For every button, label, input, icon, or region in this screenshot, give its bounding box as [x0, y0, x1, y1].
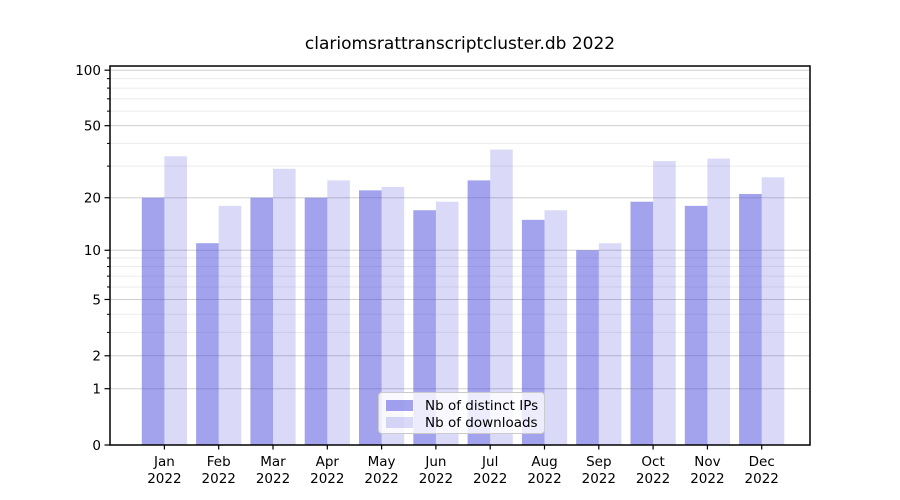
x-tick-label-year-may-2022: 2022: [364, 471, 398, 487]
x-tick-label-month-jan-2022: Jan: [153, 454, 175, 470]
x-tick-label-year-oct-2022: 2022: [636, 471, 670, 487]
bar-nb-of-downloads-jun-2022: [435, 201, 459, 445]
x-tick-label-month-dec-2022: Dec: [749, 454, 775, 470]
bar-nb-of-distinct-ips-sep-2022: [576, 250, 599, 445]
y-minor-gridlines: [110, 78, 810, 333]
x-tick-label-month-apr-2022: Apr: [316, 454, 340, 470]
y-tick-label-0: 0: [92, 438, 101, 454]
series-nb-of-downloads: [164, 149, 785, 446]
legend-item-distinct-ips: Nb of distinct IPs: [386, 397, 544, 414]
legend-label-downloads: Nb of downloads: [425, 414, 538, 431]
bar-nb-of-distinct-ips-jul-2022: [467, 180, 491, 446]
bar-nb-of-downloads-oct-2022: [653, 161, 676, 445]
y-tick-label-50: 50: [84, 118, 101, 134]
bar-nb-of-downloads-feb-2022: [218, 205, 242, 445]
bar-nb-of-downloads-mar-2022: [273, 168, 296, 445]
x-tick-label-year-feb-2022: 2022: [202, 471, 236, 487]
bar-nb-of-distinct-ips-feb-2022: [196, 243, 219, 445]
bar-nb-of-downloads-jan-2022: [164, 156, 187, 445]
x-tick-label-year-apr-2022: 2022: [310, 471, 344, 487]
x-tick-label-year-jul-2022: 2022: [473, 471, 507, 487]
x-tick-label-month-jul-2022: Jul: [481, 454, 498, 470]
x-tick-label-month-oct-2022: Oct: [641, 454, 664, 470]
x-tick-label-year-dec-2022: 2022: [745, 471, 779, 487]
bar-nb-of-downloads-nov-2022: [707, 158, 730, 445]
x-tick-label-year-jan-2022: 2022: [147, 471, 181, 487]
legend-swatch-downloads: [386, 417, 413, 428]
bar-nb-of-distinct-ips-mar-2022: [250, 197, 273, 445]
x-tick-label-month-aug-2022: Aug: [531, 454, 557, 470]
x-tick-label-year-sep-2022: 2022: [582, 471, 616, 487]
series-nb-of-distinct-ips: [141, 180, 762, 446]
y-axis: 0 1 2 5 10 20 50 100: [75, 63, 110, 454]
bar-nb-of-downloads-dec-2022: [761, 177, 785, 446]
x-tick-label-month-jun-2022: Jun: [424, 454, 446, 470]
chart-title: clariomsrattranscriptcluster.db 2022: [304, 34, 616, 54]
bar-nb-of-downloads-apr-2022: [327, 180, 350, 446]
bar-nb-of-downloads-aug-2022: [544, 210, 568, 445]
bar-nb-of-distinct-ips-oct-2022: [630, 201, 654, 445]
axes-frame: [109, 65, 811, 446]
y-tick-label-100: 100: [75, 63, 101, 79]
x-tick-label-month-feb-2022: Feb: [207, 454, 231, 470]
legend-swatch-distinct-ips: [386, 400, 413, 411]
y-tick-label-10: 10: [84, 243, 101, 259]
legend: Nb of distinct IPs Nb of downloads: [378, 392, 545, 434]
x-tick-label-month-mar-2022: Mar: [260, 454, 286, 470]
y-tick-label-20: 20: [84, 191, 101, 207]
y-tick-label-2: 2: [92, 349, 101, 365]
bar-nb-of-distinct-ips-may-2022: [359, 190, 382, 445]
bar-nb-of-distinct-ips-aug-2022: [521, 219, 545, 445]
bar-nb-of-downloads-sep-2022: [598, 243, 622, 445]
x-tick-label-year-aug-2022: 2022: [527, 471, 561, 487]
bar-nb-of-distinct-ips-jun-2022: [413, 210, 436, 445]
x-tick-label-year-mar-2022: 2022: [256, 471, 290, 487]
x-tick-label-year-nov-2022: 2022: [690, 471, 724, 487]
bar-nb-of-distinct-ips-apr-2022: [304, 197, 328, 445]
x-axis: Jan2022Feb2022Mar2022Apr2022May2022Jun20…: [147, 445, 779, 487]
bar-nb-of-distinct-ips-nov-2022: [684, 205, 708, 445]
y-tick-label-1: 1: [92, 382, 101, 398]
bar-nb-of-distinct-ips-dec-2022: [739, 193, 762, 445]
x-tick-label-month-sep-2022: Sep: [586, 454, 611, 470]
x-tick-label-year-jun-2022: 2022: [419, 471, 453, 487]
y-tick-label-5: 5: [92, 292, 101, 308]
x-tick-label-month-may-2022: May: [368, 454, 396, 470]
legend-item-downloads: Nb of downloads: [386, 414, 544, 431]
legend-label-distinct-ips: Nb of distinct IPs: [425, 397, 539, 414]
bar-nb-of-downloads-may-2022: [381, 186, 405, 445]
bar-nb-of-downloads-jul-2022: [490, 149, 513, 445]
bar-nb-of-distinct-ips-jan-2022: [141, 197, 165, 445]
x-tick-label-month-nov-2022: Nov: [694, 454, 720, 470]
